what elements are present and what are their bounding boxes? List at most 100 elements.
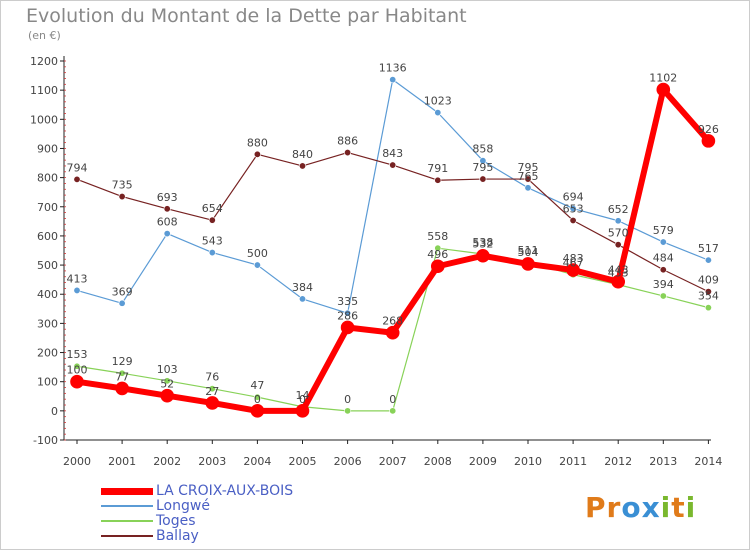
- data-point: [704, 304, 712, 312]
- data-point: [524, 175, 532, 183]
- data-point: [476, 248, 490, 263]
- x-tick-label: 2000: [63, 455, 91, 468]
- data-label: 543: [202, 235, 223, 248]
- data-label: 286: [337, 309, 358, 322]
- data-label: 735: [112, 179, 133, 192]
- data-label: 335: [337, 295, 358, 308]
- data-point: [118, 299, 126, 307]
- legend-label: Ballay: [156, 528, 199, 544]
- data-label: 795: [472, 161, 493, 174]
- data-label: 354: [698, 290, 719, 303]
- data-label: 77: [115, 370, 129, 383]
- data-label: 693: [157, 191, 178, 204]
- series-lines: [70, 76, 716, 418]
- data-label: 608: [157, 216, 178, 229]
- data-label: 369: [112, 285, 133, 298]
- logo-letter: P: [585, 491, 607, 524]
- x-tick-label: 2005: [289, 455, 317, 468]
- data-point: [250, 404, 265, 418]
- data-label: 0: [344, 393, 351, 406]
- data-label: 579: [653, 224, 674, 237]
- legend-item: Ballay: [101, 528, 361, 544]
- y-tick-label: 400: [37, 288, 58, 301]
- logo-letter: x: [641, 491, 661, 524]
- data-label: 268: [382, 315, 403, 328]
- data-point: [524, 184, 532, 192]
- data-label: 843: [382, 147, 403, 160]
- y-tick-label: -100: [33, 434, 58, 447]
- data-label: 384: [292, 281, 313, 294]
- data-label: 0: [299, 393, 306, 406]
- x-tick-label: 2010: [514, 455, 542, 468]
- data-label: 0: [389, 393, 396, 406]
- data-label: 1136: [379, 62, 407, 75]
- data-point: [479, 157, 487, 165]
- data-point: [163, 205, 171, 213]
- data-point: [298, 162, 306, 170]
- data-point: [344, 309, 352, 317]
- data-point: [704, 288, 712, 296]
- data-point: [614, 217, 622, 225]
- axes: -100010020030040050060070080090010001100…: [30, 55, 722, 468]
- data-label: 511: [518, 244, 539, 257]
- data-label: 484: [653, 252, 674, 265]
- data-point: [569, 216, 577, 224]
- data-label: 795: [518, 161, 539, 174]
- data-label: 76: [205, 371, 219, 384]
- data-point: [295, 404, 310, 418]
- data-label: 570: [608, 227, 629, 240]
- chart-title: Evolution du Montant de la Dette par Hab…: [26, 5, 467, 27]
- data-label: 858: [472, 143, 493, 156]
- y-tick-label: 1100: [30, 84, 58, 97]
- data-label: 500: [247, 247, 268, 260]
- data-point: [340, 320, 355, 335]
- data-label: 694: [563, 191, 584, 204]
- data-point: [160, 388, 174, 403]
- legend-swatch: [101, 487, 153, 495]
- data-point: [389, 407, 397, 415]
- legend: LA CROIX-AUX-BOIS Longwé Toges Ballay: [101, 483, 361, 544]
- data-point: [659, 266, 667, 274]
- data-label: 504: [518, 246, 539, 259]
- data-point: [704, 256, 712, 264]
- data-label: 558: [427, 230, 448, 243]
- data-point: [389, 76, 397, 84]
- legend-item: Longwé: [101, 498, 361, 514]
- x-tick-label: 2012: [604, 455, 632, 468]
- data-label: 791: [427, 162, 448, 175]
- data-label: 517: [698, 242, 719, 255]
- y-tick-label: 800: [37, 172, 58, 185]
- data-point: [253, 261, 261, 269]
- data-point: [344, 149, 352, 157]
- data-point: [253, 393, 261, 401]
- data-point: [253, 150, 261, 158]
- data-label: 654: [202, 202, 223, 215]
- data-label: 433: [608, 267, 629, 280]
- data-label: 1102: [649, 72, 677, 85]
- proxiti-logo: Proxiti: [585, 491, 696, 524]
- data-point: [611, 274, 626, 289]
- y-tick-label: 300: [37, 317, 58, 330]
- data-point: [521, 257, 535, 271]
- data-point: [73, 175, 81, 183]
- legend-label: Toges: [156, 513, 196, 529]
- logo-letter: r: [606, 491, 622, 524]
- data-point: [566, 263, 580, 277]
- y-tick-label: 1000: [30, 113, 58, 126]
- y-tick-label: 700: [37, 201, 58, 214]
- x-tick-label: 2013: [649, 455, 677, 468]
- logo-letter: i: [685, 491, 697, 524]
- data-point: [163, 230, 171, 238]
- data-point: [430, 259, 445, 274]
- data-point: [344, 407, 352, 415]
- x-tick-label: 2006: [334, 455, 362, 468]
- data-labels: 100 77 52 27 0 0 286 268 496 532 504 483 443 1102 926 4…: [67, 62, 719, 406]
- logo-letter: i: [660, 491, 672, 524]
- x-tick-label: 2004: [243, 455, 271, 468]
- legend-item: LA CROIX-AUX-BOIS: [101, 483, 361, 499]
- data-label: 886: [337, 135, 358, 148]
- y-tick-label: 1200: [30, 55, 58, 68]
- data-point: [434, 176, 442, 184]
- data-label: 394: [653, 278, 674, 291]
